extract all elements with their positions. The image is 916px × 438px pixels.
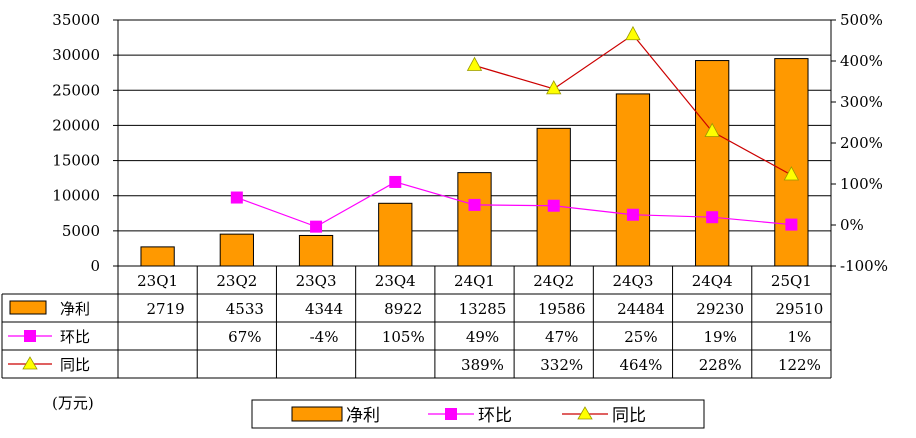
y-left-tick-label: 15000 <box>52 152 100 170</box>
y-right-tick-label: 200% <box>840 134 883 152</box>
bar-24Q4 <box>695 60 730 267</box>
point-环比 <box>310 220 323 233</box>
y-right-tick-label: 300% <box>840 93 883 111</box>
point-同比 <box>704 122 720 137</box>
legend: 净利 环比 同比 <box>251 399 705 429</box>
point-环比 <box>389 175 402 188</box>
category-label: 24Q2 <box>533 272 574 290</box>
data-label: 105% <box>382 328 425 346</box>
data-label: 67% <box>228 328 261 346</box>
data-label: 4533 <box>226 300 264 318</box>
category-label: 24Q1 <box>454 272 495 290</box>
legend-key-marker <box>445 408 457 420</box>
data-label: 8922 <box>384 300 422 318</box>
category-label: 24Q3 <box>612 272 653 290</box>
bar-24Q2 <box>536 127 571 267</box>
data-label: 2719 <box>147 300 185 318</box>
category-label: 23Q3 <box>296 272 337 290</box>
category-label: 25Q1 <box>771 272 812 290</box>
data-label: 4344 <box>305 300 343 318</box>
data-label: 47% <box>545 328 578 346</box>
line-环比 <box>236 181 792 228</box>
data-label: -4% <box>310 328 339 346</box>
unit-label: (万元) <box>52 394 94 412</box>
data-label: 29230 <box>696 300 744 318</box>
point-同比 <box>546 80 562 95</box>
bar-series <box>140 58 809 267</box>
point-同比 <box>783 166 800 181</box>
bar-23Q3 <box>298 234 334 267</box>
y-left-tick-label: 0 <box>90 257 100 275</box>
legend-label-净利: 净利 <box>346 406 380 426</box>
data-label: 29510 <box>776 300 824 318</box>
y-left-tick-label: 20000 <box>52 116 100 134</box>
category-label: 23Q4 <box>375 272 416 290</box>
y-right-tick-label: 100% <box>840 175 883 193</box>
category-label: 24Q4 <box>692 272 733 290</box>
category-label: 23Q2 <box>216 272 257 290</box>
bar-23Q2 <box>219 233 254 267</box>
y-left-tick-label: 25000 <box>52 81 100 99</box>
legend-label-环比: 环比 <box>478 406 512 426</box>
y-right-tick-label: 500% <box>840 11 883 29</box>
legend-key-bar <box>291 406 343 422</box>
row-header-净利: 净利 <box>60 300 90 318</box>
data-label: 49% <box>466 328 499 346</box>
data-label: 1% <box>787 328 811 346</box>
legend-key-marker <box>577 406 593 420</box>
point-同比 <box>466 56 483 71</box>
row-key-marker <box>22 356 38 370</box>
data-table: 23Q1 23Q2 23Q3 23Q4 24Q1 24Q2 24Q3 24Q4 25Q1 净利 27… <box>1 266 832 379</box>
bar-23Q1 <box>140 246 175 267</box>
line-series <box>230 25 800 233</box>
data-label: 13285 <box>459 300 507 318</box>
point-环比 <box>230 191 243 204</box>
data-label: 19% <box>703 328 736 346</box>
data-label: 389% <box>461 356 504 374</box>
y-left-tick-label: 30000 <box>52 46 100 64</box>
row-header-同比: 同比 <box>60 356 90 374</box>
plot-area <box>117 19 832 267</box>
y-right-tick-label: 400% <box>840 52 883 70</box>
point-环比 <box>706 211 719 224</box>
bar-24Q1 <box>457 172 492 267</box>
y-left-tick-label: 35000 <box>52 11 100 29</box>
data-label: 228% <box>699 356 742 374</box>
data-label: 122% <box>778 356 821 374</box>
bar-25Q1 <box>774 58 809 267</box>
data-label: 25% <box>624 328 657 346</box>
data-label: 24484 <box>617 300 665 318</box>
point-环比 <box>785 218 798 231</box>
data-label: 464% <box>619 356 662 374</box>
legend-label-同比: 同比 <box>612 406 646 426</box>
axes: 0 5000 10000 15000 20000 25000 30000 35000 -100%… <box>52 11 888 275</box>
y-left-tick-label: 5000 <box>62 222 100 240</box>
y-left-tick-label: 10000 <box>52 187 100 205</box>
point-环比 <box>547 199 560 212</box>
row-key-bar <box>9 300 47 315</box>
point-环比 <box>468 198 481 211</box>
point-环比 <box>626 208 639 221</box>
y-right-tick-label: -100% <box>840 257 888 275</box>
data-label: 19586 <box>538 300 586 318</box>
y-right-tick-label: 0% <box>840 216 864 234</box>
data-label: 332% <box>540 356 583 374</box>
bar-23Q4 <box>378 202 413 267</box>
bar-24Q3 <box>615 93 651 267</box>
row-key-marker <box>24 330 36 342</box>
point-同比 <box>625 25 641 41</box>
row-header-环比: 环比 <box>60 328 90 346</box>
category-label: 23Q1 <box>137 272 178 290</box>
